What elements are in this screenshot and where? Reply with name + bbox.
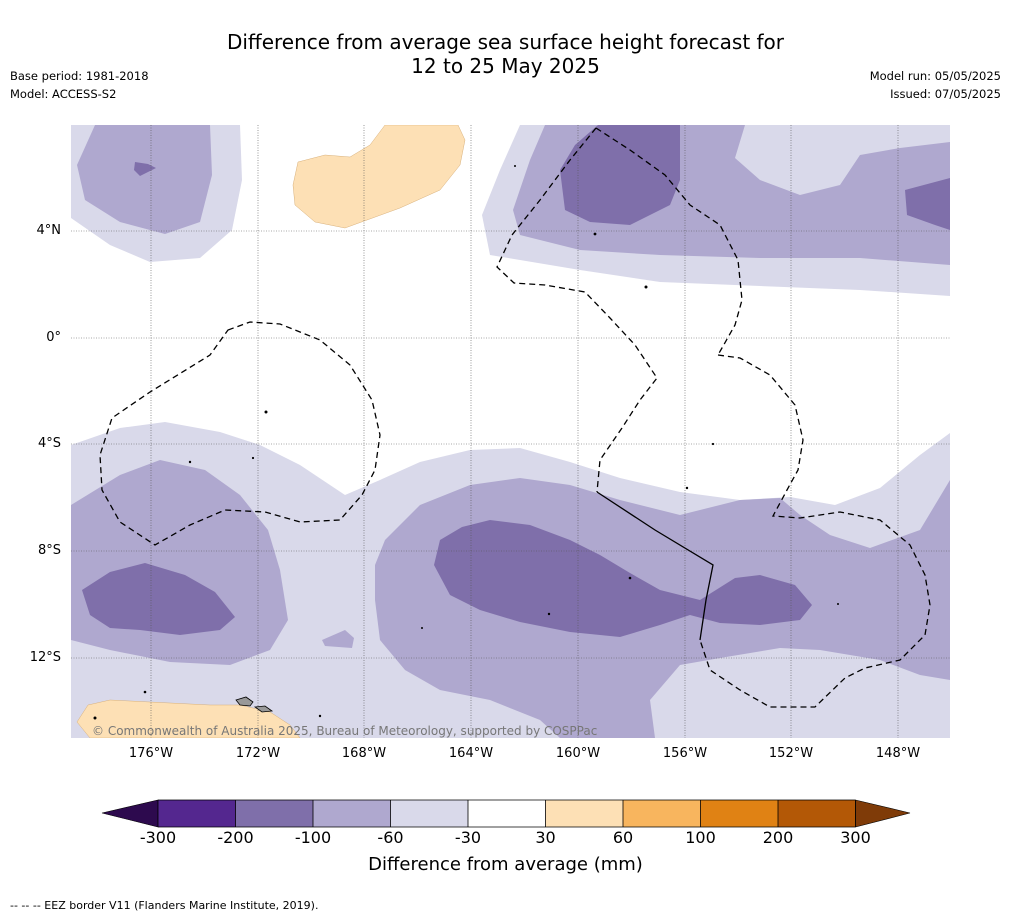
lon-label-148w: 148°W [875,746,921,761]
lon-label-164w: 164°W [448,746,494,761]
meta-right: Model run: 05/05/2025 Issued: 07/05/2025 [870,67,1001,103]
colorbar-tick-n300: -300 [139,828,177,847]
colorbar-tick-n100: -100 [294,828,332,847]
contour-n200-n100-bottom-left [82,563,235,635]
island-samoa [235,696,254,707]
colorbar-label: Difference from average (mm) [368,854,643,875]
colorbar-tick-p200: 200 [762,828,794,847]
copyright-text: © Commonwealth of Australia 2025, Bureau… [92,724,598,738]
lon-label-152w: 152°W [768,746,814,761]
lat-label-4n: 4°N [36,223,62,238]
colorbar-tick-n200: -200 [217,828,254,847]
colorbar-tick-p300: 300 [840,828,871,847]
colorbar-tick-p100: 100 [685,828,716,847]
eez-borders [99,127,931,708]
title-line-1: Difference from average sea surface heig… [226,30,785,54]
colorbar-tick-p30: 30 [535,828,556,847]
issued-text: Issued: 07/05/2025 [890,87,1001,101]
contour-n60-n30-topright-inner [735,125,950,195]
eez-footnote: -- -- -- EEZ border V11 (Flanders Marine… [10,899,319,912]
colorbar-tick-p60: 60 [612,828,634,847]
model-run-text: Model run: 05/05/2025 [869,69,1001,83]
island-samoa-east [253,705,274,713]
lat-label-8s: 8°S [37,543,61,558]
lon-label-176w: 176°W [128,746,174,761]
lat-label-0: 0° [46,330,61,345]
contour-n200-n100-topleft-spot [134,162,156,176]
graticule [71,125,950,738]
model-text: Model: ACCESS-S2 [10,87,117,101]
contour-n100-n60-topleft [77,125,212,234]
contour-n200-n100-bottom-center [434,520,812,637]
meta-left: Base period: 1981-2018 Model: ACCESS-S2 [10,67,149,103]
contour-p30-p60-top [292,125,466,229]
lat-label-4s: 4°S [37,436,61,451]
contour-n200-n100-farright [905,178,950,230]
colorbar-tick-n60: -60 [377,828,404,847]
islands [93,165,839,720]
lon-label-160w: 160°W [555,746,601,761]
map-contours [71,125,950,738]
lat-label-12s: 12°S [29,650,61,665]
lon-label-168w: 168°W [341,746,387,761]
base-period-text: Base period: 1981-2018 [10,69,149,83]
colorbar-tick-n30: -30 [454,828,482,847]
contour-n100-n60-small-blob [322,630,354,648]
lon-label-156w: 156°W [662,746,708,761]
contour-n200-n100-topright-core [560,125,680,225]
map-title: Difference from average sea surface heig… [0,30,1011,78]
maritime-boundary-solid [596,491,714,641]
eez-border-north [595,127,743,356]
eez-border-east [699,354,931,708]
lon-label-172w: 172°W [235,746,281,761]
title-line-2: 12 to 25 May 2025 [411,54,600,78]
